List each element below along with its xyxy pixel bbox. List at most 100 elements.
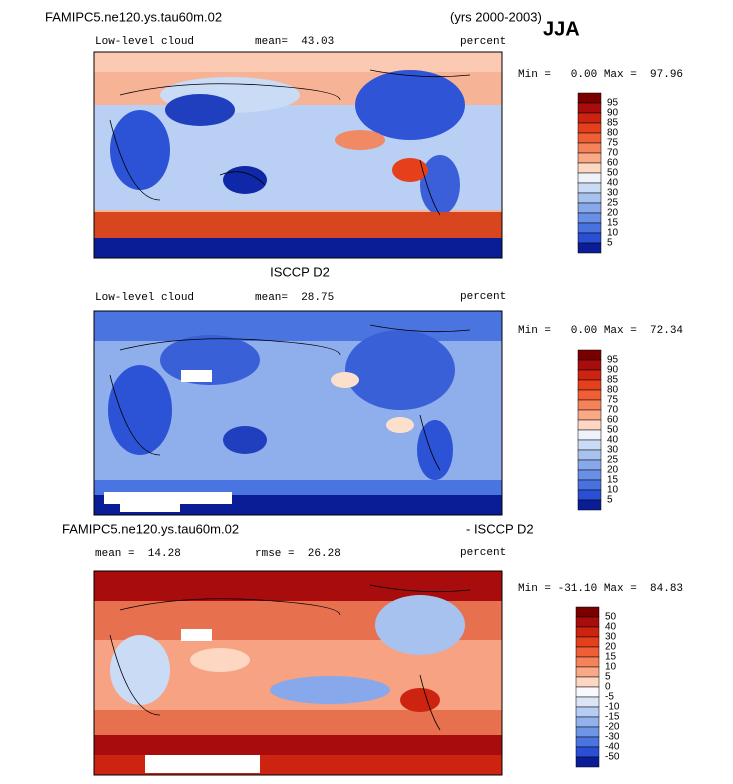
figure-title: FAMIPC5.ne120.ys.tau60m.02	[45, 9, 222, 24]
colorbar-label: 50	[607, 425, 619, 436]
colorbar-label: 80	[607, 128, 619, 139]
colorbar-label: 0	[605, 682, 611, 693]
colorbar-label: 90	[607, 365, 619, 376]
colorbar-swatch	[575, 746, 600, 758]
colorbar-swatch	[575, 676, 600, 688]
colorbar-label: 90	[607, 108, 619, 119]
colorbar-swatch	[577, 242, 602, 254]
panel-title-suffix: - ISCCP D2	[466, 521, 534, 536]
colorbar-swatch	[577, 122, 602, 134]
colorbar-label: 20	[607, 465, 619, 476]
colorbar-swatch	[577, 152, 602, 164]
colorbar-swatch	[577, 499, 602, 511]
colorbar-swatch	[577, 359, 602, 371]
colorbar-label: 10	[607, 228, 619, 239]
colorbar-label: -5	[605, 692, 614, 703]
colorbar-swatch	[577, 409, 602, 421]
colorbar-swatch	[575, 626, 600, 638]
panel-title: FAMIPC5.ne120.ys.tau60m.02	[62, 521, 239, 536]
colorbar-label: 5	[607, 238, 613, 249]
colorbar-swatch	[577, 92, 602, 104]
units: percent	[460, 291, 506, 303]
colorbar-swatch	[575, 726, 600, 738]
colorbar-swatch	[577, 399, 602, 411]
colorbar-swatch	[575, 646, 600, 658]
units: percent	[460, 36, 506, 48]
colorbar-label: 25	[607, 455, 619, 466]
colorbar-swatch	[577, 162, 602, 174]
colorbar-swatch	[577, 222, 602, 234]
colorbar-swatch	[575, 686, 600, 698]
colorbar-swatch	[575, 756, 600, 768]
colorbar-swatch	[577, 102, 602, 114]
colorbar-label: 5	[607, 495, 613, 506]
mean: mean= 28.75	[255, 292, 334, 304]
variable: Low-level cloud	[95, 36, 194, 48]
colorbar-label: 85	[607, 375, 619, 386]
colorbar-swatch	[577, 172, 602, 184]
rmse: rmse = 26.28	[255, 548, 341, 560]
colorbar-label: 50	[607, 168, 619, 179]
colorbar-swatch	[577, 212, 602, 224]
map	[93, 310, 503, 516]
colorbar-swatch	[577, 419, 602, 431]
colorbar-swatch	[577, 182, 602, 194]
colorbar-swatch	[577, 202, 602, 214]
colorbar-swatch	[577, 112, 602, 124]
colorbar-label: 95	[607, 98, 619, 109]
colorbar-swatch	[577, 389, 602, 401]
years: (yrs 2000-2003)	[450, 9, 542, 24]
map	[93, 570, 503, 776]
colorbar-label: 60	[607, 415, 619, 426]
colorbar-swatch	[577, 449, 602, 461]
colorbar-label: 95	[607, 355, 619, 366]
colorbar-label: 20	[607, 208, 619, 219]
variable: Low-level cloud	[95, 292, 194, 304]
colorbar-swatch	[575, 616, 600, 628]
colorbar-label: 10	[605, 662, 617, 673]
colorbar-swatch	[575, 736, 600, 748]
colorbar-label: -40	[605, 742, 620, 753]
range: Min = -31.10 Max = 84.83	[518, 583, 683, 595]
colorbar-swatch	[575, 706, 600, 718]
colorbar-label: 40	[607, 435, 619, 446]
colorbar-label: -10	[605, 702, 620, 713]
colorbar-label: 60	[607, 158, 619, 169]
range: Min = 0.00 Max = 72.34	[518, 325, 683, 337]
colorbar-swatch	[575, 606, 600, 618]
colorbar-label: 15	[607, 218, 619, 229]
colorbar-label: -20	[605, 722, 620, 733]
colorbar-label: 20	[605, 642, 617, 653]
colorbar-swatch	[575, 716, 600, 728]
range: Min = 0.00 Max = 97.96	[518, 69, 683, 81]
colorbar-label: 75	[607, 395, 619, 406]
colorbar-label: 75	[607, 138, 619, 149]
colorbar-label: -30	[605, 732, 620, 743]
colorbar-swatch	[577, 469, 602, 481]
colorbar-label: 25	[607, 198, 619, 209]
colorbar-label: -50	[605, 752, 620, 763]
mean: mean = 14.28	[95, 548, 181, 560]
colorbar-label: 70	[607, 405, 619, 416]
colorbar-swatch	[577, 429, 602, 441]
colorbar-label: 30	[607, 445, 619, 456]
colorbar-swatch	[577, 192, 602, 204]
panel-title: ISCCP D2	[270, 264, 330, 279]
colorbar-label: 5	[605, 672, 611, 683]
colorbar-label: 80	[607, 385, 619, 396]
colorbar-swatch	[577, 479, 602, 491]
colorbar-swatch	[577, 132, 602, 144]
colorbar-label: 70	[607, 148, 619, 159]
colorbar-label: 10	[607, 485, 619, 496]
mean: mean= 43.03	[255, 36, 334, 48]
colorbar-swatch	[577, 369, 602, 381]
colorbar-swatch	[575, 666, 600, 678]
colorbar-swatch	[577, 349, 602, 361]
colorbar-label: 40	[605, 622, 617, 633]
colorbar-swatch	[577, 142, 602, 154]
colorbar-label: 30	[605, 632, 617, 643]
